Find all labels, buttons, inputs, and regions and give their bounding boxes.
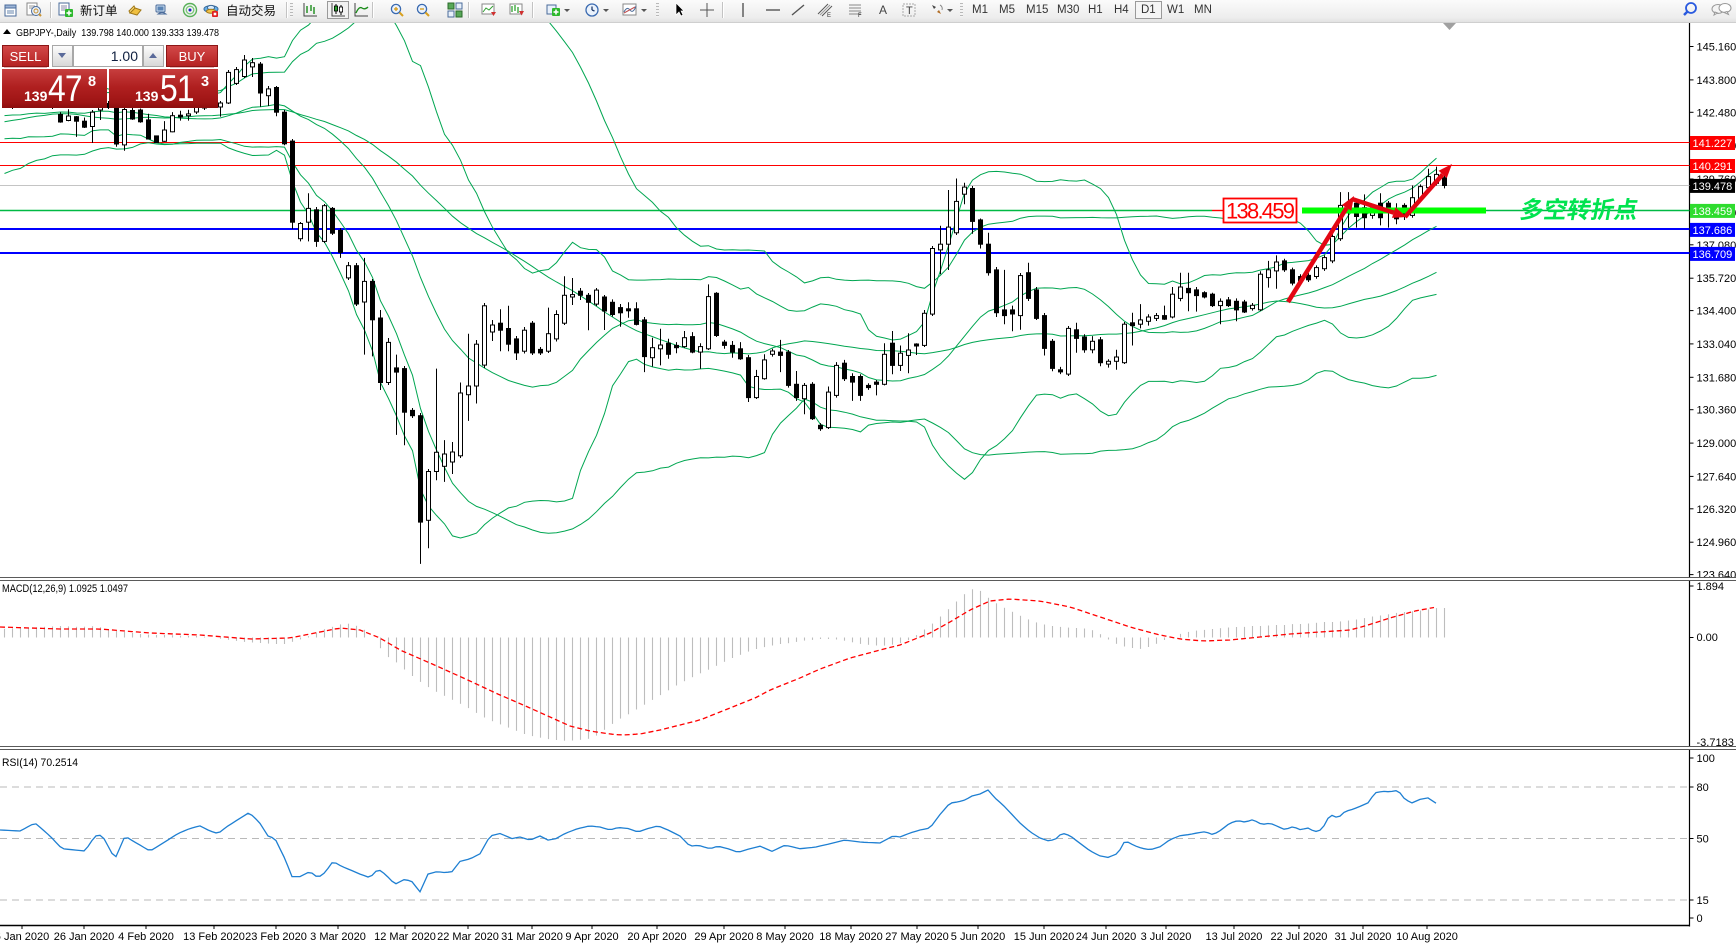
svg-text:100: 100 bbox=[1697, 753, 1715, 765]
svg-text:6 Jan 2020: 6 Jan 2020 bbox=[0, 931, 49, 943]
svg-text:138.459: 138.459 bbox=[1693, 206, 1733, 218]
svg-text:8 May 2020: 8 May 2020 bbox=[756, 931, 813, 943]
svg-text:10 Aug 2020: 10 Aug 2020 bbox=[1396, 931, 1458, 943]
svg-text:MACD(12,26,9) 1.0925 1.0497: MACD(12,26,9) 1.0925 1.0497 bbox=[2, 583, 128, 595]
svg-text:0: 0 bbox=[1697, 913, 1703, 925]
svg-text:4 Feb 2020: 4 Feb 2020 bbox=[118, 931, 174, 943]
svg-text:E: E bbox=[827, 13, 831, 18]
svg-text:127.640: 127.640 bbox=[1697, 471, 1736, 483]
svg-text:29 Apr 2020: 29 Apr 2020 bbox=[694, 931, 753, 943]
svg-text:F: F bbox=[858, 13, 862, 18]
svg-text:13 Feb 2020: 13 Feb 2020 bbox=[183, 931, 245, 943]
svg-text:133.040: 133.040 bbox=[1697, 339, 1736, 351]
svg-text:135.720: 135.720 bbox=[1697, 273, 1736, 285]
svg-text:5 Jun 2020: 5 Jun 2020 bbox=[951, 931, 1005, 943]
svg-text:131.680: 131.680 bbox=[1697, 372, 1736, 384]
svg-text:23 Feb 2020: 23 Feb 2020 bbox=[245, 931, 307, 943]
svg-text:1.894: 1.894 bbox=[1697, 581, 1725, 593]
svg-text:15 Jun 2020: 15 Jun 2020 bbox=[1014, 931, 1075, 943]
svg-text:12 Mar 2020: 12 Mar 2020 bbox=[374, 931, 436, 943]
svg-text:136.709: 136.709 bbox=[1693, 249, 1733, 261]
svg-text:124.960: 124.960 bbox=[1697, 537, 1736, 549]
svg-text:80: 80 bbox=[1697, 782, 1709, 794]
svg-text:9 Apr 2020: 9 Apr 2020 bbox=[565, 931, 618, 943]
svg-text:140.291: 140.291 bbox=[1693, 161, 1733, 173]
svg-text:22 Mar 2020: 22 Mar 2020 bbox=[437, 931, 499, 943]
svg-text:GBPJPY-,Daily 139.798 140.000: GBPJPY-,Daily 139.798 140.000 139.333 13… bbox=[16, 27, 219, 39]
svg-text:143.800: 143.800 bbox=[1697, 75, 1736, 87]
svg-text:145.160: 145.160 bbox=[1697, 42, 1736, 54]
svg-text:50: 50 bbox=[1697, 834, 1709, 846]
svg-text:142.480: 142.480 bbox=[1697, 107, 1736, 119]
svg-text:15: 15 bbox=[1697, 895, 1709, 907]
svg-text:137.686: 137.686 bbox=[1693, 225, 1733, 237]
svg-text:130.360: 130.360 bbox=[1697, 405, 1736, 417]
svg-text:139.478: 139.478 bbox=[1693, 181, 1733, 193]
svg-text:3 Jul 2020: 3 Jul 2020 bbox=[1141, 931, 1192, 943]
svg-text:31 Jul 2020: 31 Jul 2020 bbox=[1335, 931, 1392, 943]
svg-text:A: A bbox=[879, 3, 887, 17]
svg-text:138.459: 138.459 bbox=[1226, 199, 1295, 224]
svg-text:26 Jan 2020: 26 Jan 2020 bbox=[54, 931, 115, 943]
svg-text:134.400: 134.400 bbox=[1697, 306, 1736, 318]
svg-text:RSI(14) 70.2514: RSI(14) 70.2514 bbox=[2, 757, 78, 769]
svg-text:T: T bbox=[906, 5, 913, 17]
svg-text:31 Mar 2020: 31 Mar 2020 bbox=[501, 931, 563, 943]
svg-text:20 Apr 2020: 20 Apr 2020 bbox=[627, 931, 686, 943]
svg-text:3 Mar 2020: 3 Mar 2020 bbox=[310, 931, 366, 943]
svg-text:27 May 2020: 27 May 2020 bbox=[885, 931, 949, 943]
svg-text:22 Jul 2020: 22 Jul 2020 bbox=[1271, 931, 1328, 943]
svg-text:141.227: 141.227 bbox=[1693, 138, 1733, 150]
svg-text:0.00: 0.00 bbox=[1697, 632, 1718, 644]
svg-text:129.000: 129.000 bbox=[1697, 438, 1736, 450]
svg-text:13 Jul 2020: 13 Jul 2020 bbox=[1206, 931, 1263, 943]
svg-text:126.320: 126.320 bbox=[1697, 504, 1736, 516]
svg-text:24 Jun 2020: 24 Jun 2020 bbox=[1076, 931, 1137, 943]
svg-text:18 May 2020: 18 May 2020 bbox=[819, 931, 883, 943]
